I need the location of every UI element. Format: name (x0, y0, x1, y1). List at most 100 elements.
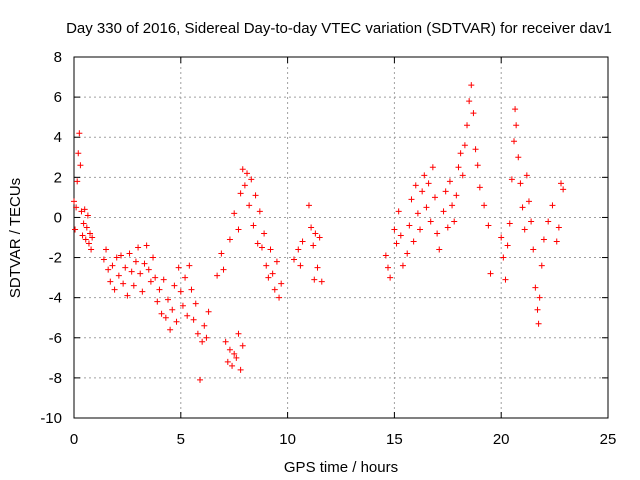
data-point-marker (440, 208, 447, 215)
data-point-marker (203, 334, 210, 341)
data-point-marker (248, 176, 255, 183)
data-point-marker (224, 358, 231, 365)
data-point-marker (107, 278, 114, 285)
data-point-marker (295, 246, 302, 253)
data-point-marker (455, 164, 462, 171)
data-point-marker (276, 294, 283, 301)
data-points (71, 82, 567, 383)
data-point-marker (220, 266, 227, 273)
data-point-marker (446, 178, 453, 185)
data-point-marker (271, 286, 278, 293)
data-point-marker (421, 172, 428, 179)
data-point-marker (152, 274, 159, 281)
data-point-marker (83, 224, 90, 231)
y-tick-label: 8 (54, 49, 62, 66)
data-point-marker (179, 302, 186, 309)
y-tick-label: 0 (54, 209, 62, 226)
plot-area-border (73, 56, 609, 419)
data-point-marker (74, 178, 81, 185)
data-point-marker (78, 208, 85, 215)
x-tick-label: 25 (600, 431, 617, 448)
data-point-marker (459, 172, 466, 179)
data-point-marker (254, 240, 261, 247)
data-point-marker (391, 226, 398, 233)
y-tick-label: 6 (54, 89, 62, 106)
data-point-marker (252, 192, 259, 199)
data-point-marker (504, 242, 511, 249)
data-point-marker (130, 282, 137, 289)
data-point-marker (89, 234, 96, 241)
x-tick-label: 15 (386, 431, 403, 448)
y-tick-label: -6 (49, 330, 62, 347)
data-point-marker (160, 276, 167, 283)
data-point-marker (111, 286, 118, 293)
data-point-marker (241, 182, 248, 189)
data-point-marker (201, 322, 208, 329)
data-point-marker (408, 196, 415, 203)
data-point-marker (250, 222, 257, 229)
data-point-marker (229, 362, 236, 369)
data-point-marker (205, 308, 212, 315)
data-point-marker (553, 238, 560, 245)
data-point-marker (258, 244, 265, 251)
data-point-marker (382, 252, 389, 259)
data-point-marker (273, 258, 280, 265)
data-point-marker (476, 184, 483, 191)
data-point-marker (511, 138, 518, 145)
data-point-marker (451, 218, 458, 225)
data-point-marker (436, 246, 443, 253)
data-point-marker (314, 264, 321, 271)
data-point-marker (199, 338, 206, 345)
data-point-marker (515, 154, 522, 161)
data-point-marker (137, 270, 144, 277)
data-point-marker (100, 256, 107, 263)
data-point-marker (399, 262, 406, 269)
data-point-marker (141, 260, 148, 267)
y-tick-label: 2 (54, 169, 62, 186)
data-point-marker (135, 244, 142, 251)
data-point-marker (244, 170, 251, 177)
data-point-marker (498, 234, 505, 241)
data-point-marker (423, 204, 430, 211)
x-tick-label: 10 (279, 431, 296, 448)
data-point-marker (311, 276, 318, 283)
data-point-marker (519, 204, 526, 211)
data-point-marker (79, 232, 86, 239)
data-point-marker (485, 222, 492, 229)
data-point-marker (555, 224, 562, 231)
data-point-marker (431, 194, 438, 201)
data-point-marker (231, 210, 238, 217)
data-point-marker (132, 258, 139, 265)
data-point-marker (167, 326, 174, 333)
data-point-marker (164, 296, 171, 303)
data-point-marker (233, 354, 240, 361)
data-point-marker (449, 202, 456, 209)
data-point-marker (318, 278, 325, 285)
chart-title: Day 330 of 2016, Sidereal Day-to-day VTE… (66, 20, 612, 37)
data-point-marker (297, 262, 304, 269)
x-axis: 0 5 10 15 20 25 (70, 57, 617, 448)
data-point-marker (513, 122, 520, 129)
data-point-marker (122, 264, 129, 271)
data-point-marker (305, 202, 312, 209)
data-point-marker (226, 236, 233, 243)
y-tick-label: 4 (54, 129, 62, 146)
data-point-marker (113, 254, 120, 261)
y-tick-label: -10 (40, 410, 62, 427)
data-point-marker (312, 230, 319, 237)
data-point-marker (75, 150, 82, 157)
data-point-marker (124, 292, 131, 299)
data-point-marker (419, 188, 426, 195)
data-point-marker (523, 172, 530, 179)
data-point-marker (80, 220, 87, 227)
data-point-marker (464, 122, 471, 129)
data-point-marker (237, 190, 244, 197)
data-point-marker (528, 218, 535, 225)
data-point-marker (545, 218, 552, 225)
data-point-marker (291, 256, 298, 263)
data-point-marker (308, 224, 315, 231)
data-point-marker (126, 250, 133, 257)
data-point-marker (156, 286, 163, 293)
data-point-marker (177, 288, 184, 295)
